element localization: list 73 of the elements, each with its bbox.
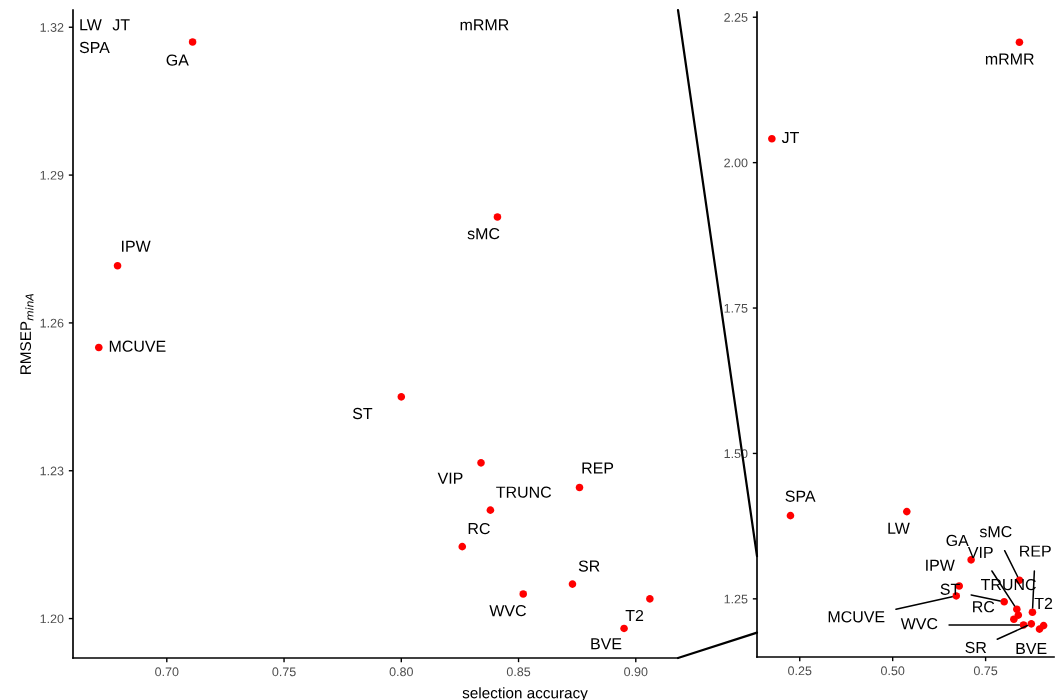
point [575,483,584,492]
y-tick-label: 1.20 [40,614,64,624]
point [1000,597,1008,606]
annotation: SPA [79,41,110,54]
data-label: BVE [591,638,622,650]
point [568,580,577,588]
annotation: mRMR [460,19,509,31]
data-label: sMC [467,228,500,240]
point [768,134,776,143]
data-label: SR [578,560,600,572]
data-label: REP [1020,545,1051,557]
point [113,261,122,270]
y-tick-label: 1.29 [40,170,64,180]
data-label: mRMR [985,53,1034,65]
x-tick-label: 0.75 [973,666,998,676]
annotation: LW [80,19,102,31]
point [903,507,911,516]
y-axis-title: RMSEP$_{minA}$ [20,294,34,374]
annotation: JT [112,19,130,31]
point [1027,620,1036,628]
point [458,542,467,551]
y-tick-label: 1.23 [40,466,64,476]
x-tick-label: 0.70 [155,667,179,677]
point [620,624,628,633]
y-tick-label: 2.00 [724,158,748,168]
data-label: ST [352,407,373,420]
y-tick-label: 1.75 [724,303,748,313]
y-tick-label: 1.25 [724,594,748,604]
point [397,393,406,401]
data-label: VIP [967,546,993,558]
y-tick-label: 1.26 [40,318,64,328]
data-label: WVC [900,617,938,630]
point [646,595,654,603]
data-label: GA [166,54,189,66]
data-label: MCUVE [828,611,885,623]
point [1015,38,1024,47]
point [493,213,502,221]
x-tick-label: 0.75 [272,667,296,677]
data-label: GA [946,534,969,547]
data-label: WVC [489,604,526,617]
point [477,459,485,467]
y-tick-label: 1.32 [40,23,64,32]
data-label: T2 [1034,597,1053,609]
point [1028,608,1037,617]
data-label: VIP [437,472,463,484]
point [486,506,495,514]
point [1010,615,1018,623]
point [519,590,528,598]
data-label: TRUNC [496,486,552,498]
data-label: sMC [979,525,1012,538]
data-label: T2 [625,609,644,622]
point [188,38,197,46]
data-label: SPA [785,490,816,502]
x-tick-label: 0.50 [881,666,905,676]
data-label: RC [973,601,995,613]
data-label: SR [965,641,987,654]
point [94,343,103,352]
point [786,511,795,520]
data-label: IPW [926,559,955,571]
data-label: BVE [1016,643,1047,655]
data-label: RC [468,522,490,535]
data-label: REP [582,462,614,474]
data-label: JT [781,131,799,144]
data-label: ST [940,583,960,595]
x-tick-label: 0.85 [506,667,531,677]
y-tick-label: 2.25 [724,13,748,22]
point [1035,625,1044,633]
data-label: LW [888,522,910,534]
data-label: IPW [122,240,151,252]
x-tick-label: 0.80 [389,667,413,677]
x-tick-label: 0.90 [624,667,648,677]
x-tick-label: 0.25 [788,666,812,676]
data-label: MCUVE [109,340,166,352]
